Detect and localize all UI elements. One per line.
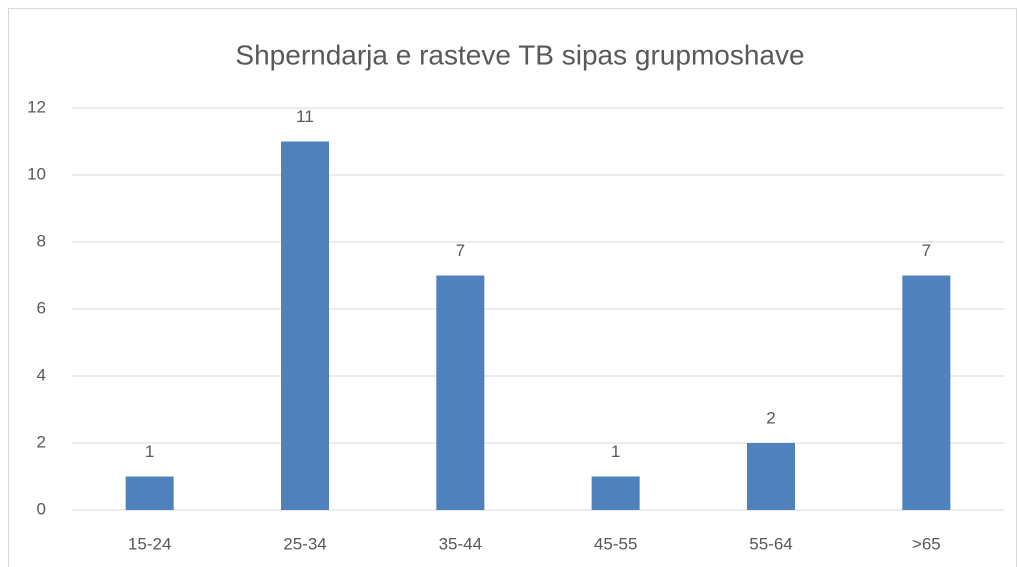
- bar: [591, 476, 640, 510]
- bar: [902, 275, 951, 510]
- x-tick-label: >65: [912, 534, 941, 553]
- chart-border: [8, 8, 1017, 567]
- bar: [747, 443, 795, 510]
- y-tick-label: 0: [37, 499, 46, 518]
- y-tick-label: 4: [37, 365, 46, 384]
- chart-title: Shperndarja e rasteve TB sipas grupmosha…: [235, 39, 804, 70]
- data-label: 11: [296, 107, 314, 126]
- bar: [281, 141, 329, 510]
- x-tick-label: 35-44: [439, 534, 482, 553]
- bar: [436, 275, 485, 510]
- y-tick-label: 6: [37, 298, 46, 317]
- y-tick-label: 8: [37, 231, 46, 250]
- data-label: 7: [456, 241, 465, 260]
- x-tick-label: 45-55: [594, 534, 637, 553]
- x-tick-label: 15-24: [128, 534, 171, 553]
- bar: [125, 476, 174, 510]
- y-tick-label: 10: [27, 164, 46, 183]
- y-tick-label: 2: [37, 432, 46, 451]
- x-tick-label: 25-34: [283, 534, 326, 553]
- data-label: 7: [922, 241, 931, 260]
- data-label: 1: [611, 442, 620, 461]
- x-tick-label: 55-64: [749, 534, 792, 553]
- data-label: 2: [766, 408, 775, 427]
- data-label: 1: [145, 442, 154, 461]
- y-tick-label: 12: [27, 97, 46, 116]
